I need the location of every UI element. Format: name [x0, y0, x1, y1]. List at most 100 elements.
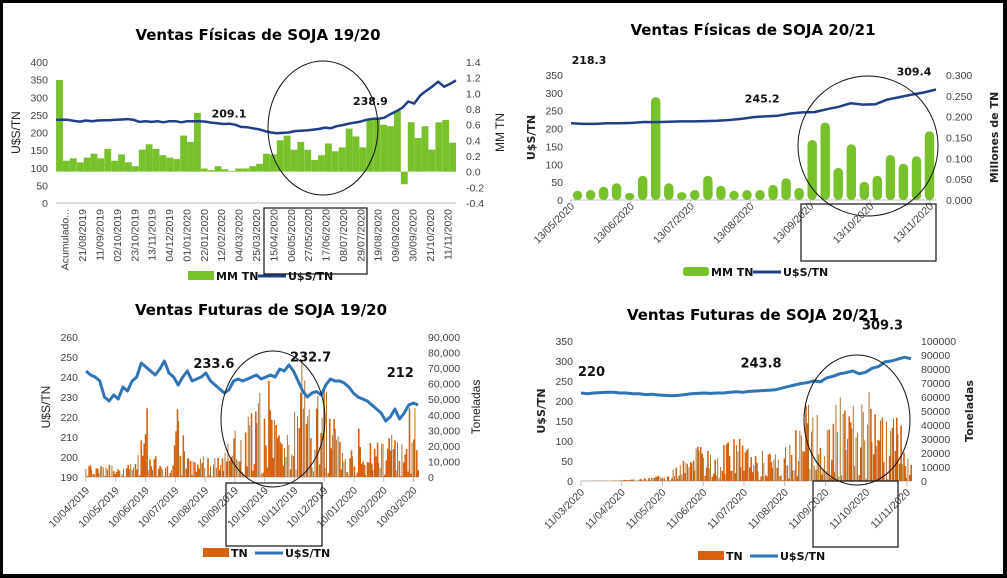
y-left-tick-label: 250: [30, 110, 48, 122]
bar: [150, 466, 153, 477]
chart-title: Ventas Futuras de SOJA 20/21: [627, 306, 879, 324]
chart-legend: MM TN U$S/TN: [188, 270, 333, 283]
bar: [684, 473, 686, 481]
y-right-tick-label: 0.250: [946, 91, 972, 103]
bar: [847, 439, 848, 481]
bar: [297, 416, 298, 477]
y-right-tick-label: 70000: [921, 378, 950, 390]
bar: [363, 464, 366, 477]
bar: [872, 175, 882, 200]
y-left-tick-label: 200: [555, 396, 573, 408]
y-right-tick-label: 0.300: [946, 70, 972, 82]
bar: [750, 457, 752, 481]
bar: [220, 464, 222, 477]
bar: [327, 472, 330, 477]
bar: [811, 431, 812, 481]
bar: [288, 444, 290, 477]
bar: [165, 468, 166, 477]
bar: [318, 155, 325, 172]
highlight-ellipse: [803, 354, 911, 486]
bar: [906, 477, 907, 481]
bar: [407, 471, 409, 477]
x-tick-label: 23/10/2019: [129, 209, 141, 262]
y-right-tick-label: 70,000: [428, 363, 460, 375]
bar: [366, 462, 369, 477]
bar: [104, 148, 112, 172]
bar: [149, 459, 151, 477]
x-tick-label: 11/06/2020: [664, 487, 709, 532]
bar: [832, 423, 835, 481]
bar: [768, 185, 778, 200]
y-left-tick-label: 0: [557, 195, 563, 207]
y-right-axis-title: Toneladas: [469, 380, 483, 435]
bar: [718, 477, 720, 481]
bar: [798, 461, 799, 481]
bar: [355, 475, 356, 477]
bar: [834, 471, 835, 481]
bar: [295, 469, 297, 477]
bar: [868, 392, 870, 481]
bar: [835, 404, 837, 481]
legend-label-line: U$S/TN: [783, 266, 828, 279]
bar: [628, 480, 630, 481]
bar: [224, 453, 226, 477]
x-tick-label: 11/04/2020: [583, 487, 628, 532]
legend-label-line: U$S/TN: [285, 547, 330, 560]
bar: [705, 467, 708, 481]
bar: [191, 475, 193, 477]
bar: [180, 135, 187, 172]
bar: [353, 466, 356, 477]
bar: [849, 422, 852, 481]
bar: [854, 465, 856, 481]
bar: [63, 160, 70, 172]
chart-ventas-fisicas-2021: Ventas Físicas de SOJA 20/21 0 50 100 150 200…: [503, 3, 1003, 290]
bar: [314, 449, 316, 477]
bar: [188, 458, 190, 477]
bar: [400, 171, 408, 185]
chart-ventas-futuras-2021: Ventas Futuras de SOJA 20/21 0 50 100 150 200…: [503, 293, 1003, 574]
bar: [874, 414, 876, 481]
bar: [97, 468, 99, 477]
bar: [173, 159, 181, 172]
bar: [133, 467, 135, 477]
bar: [678, 475, 680, 481]
bar: [292, 456, 295, 477]
bar: [870, 408, 872, 481]
bar: [708, 468, 710, 481]
bar: [199, 458, 201, 477]
bar: [104, 475, 106, 477]
bar: [720, 467, 722, 481]
bar: [329, 418, 331, 477]
bar: [839, 397, 841, 481]
bar: [300, 393, 302, 477]
bar: [816, 414, 818, 481]
bar: [677, 478, 678, 481]
bar: [776, 467, 778, 481]
bar: [404, 454, 406, 477]
bar: [823, 456, 825, 481]
bar: [648, 478, 650, 481]
y-right-tick-label: -0.4: [466, 198, 484, 210]
bar: [844, 410, 846, 481]
bar: [649, 479, 651, 481]
bar: [105, 467, 107, 477]
chart-title: Ventas Físicas de SOJA 20/21: [630, 21, 875, 39]
chart-svg: Ventas Futuras de SOJA 20/21 0 50 100 150 200…: [535, 306, 976, 563]
bar: [715, 475, 717, 481]
bar: [736, 445, 737, 481]
bar: [211, 476, 214, 477]
y-left-tick-label: 50: [36, 180, 48, 192]
x-tick-label: 13/05/2020: [531, 201, 577, 247]
data-label: 209.1: [212, 107, 247, 120]
bar: [115, 472, 118, 477]
bar: [215, 468, 217, 477]
bar: [338, 147, 346, 172]
y-right-tick-label: 60000: [921, 392, 950, 404]
bar: [337, 436, 339, 477]
bar: [382, 443, 384, 477]
bar: [883, 462, 885, 481]
bar: [373, 448, 376, 477]
bar: [213, 464, 214, 477]
bar: [101, 466, 103, 477]
y-right-tick-label: 10,000: [428, 456, 460, 468]
